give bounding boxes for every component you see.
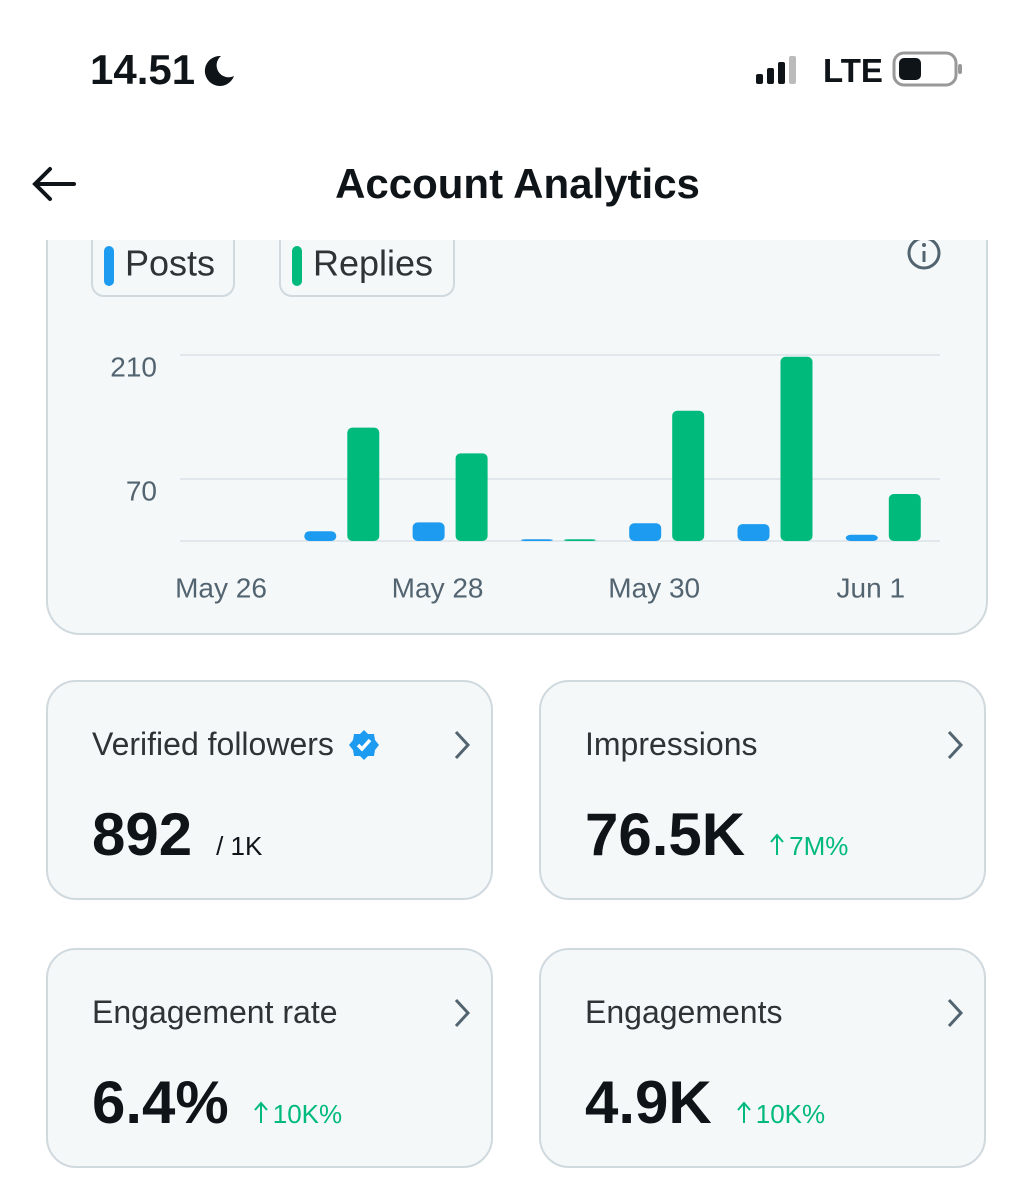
legend-label: Posts — [125, 243, 215, 284]
card-suffix: / 1K — [216, 831, 263, 861]
x-tick-label: May 30 — [608, 572, 700, 603]
chevron — [454, 730, 471, 760]
card-value: 4.9K — [585, 1069, 712, 1136]
signal-icon — [756, 56, 796, 84]
card-value: 892 — [92, 801, 193, 868]
bar — [672, 410, 705, 541]
bar — [629, 523, 662, 541]
card-change: 10K% — [755, 1099, 826, 1129]
card-title: Engagements — [585, 994, 783, 1030]
status-time: 14.51 — [90, 46, 196, 93]
chart: 70 210 Posts Replies May 26 May 28 May 30 Jun 1 — [91, 227, 941, 603]
bar — [845, 534, 878, 541]
status-time-wrap: 14.51 — [90, 46, 237, 94]
y-tick-label: 210 — [110, 351, 157, 382]
bar — [455, 453, 488, 541]
header: Account Analytics — [0, 120, 1035, 240]
up-arrow — [770, 833, 784, 855]
chevron — [454, 998, 471, 1028]
card-title-wrap: Verified followers — [92, 726, 380, 763]
verified-badge — [348, 729, 379, 760]
y-tick-label: 70 — [126, 475, 157, 506]
stat-card[interactable]: Engagements 4.9K 10K% — [539, 948, 986, 1168]
card-change-wrap: 10K% — [253, 1099, 342, 1130]
card-title: Engagement rate — [92, 994, 338, 1030]
chart-card — [46, 190, 988, 635]
card-value-wrap: 6.4% 10K% — [92, 1068, 342, 1137]
card-change-wrap: 10K% — [736, 1099, 825, 1130]
legend-swatch — [104, 246, 114, 286]
up-arrow — [736, 1101, 751, 1123]
info-icon-dot — [922, 243, 926, 247]
bar — [563, 539, 596, 541]
stat-card[interactable]: Verified followers 892 / 1K — [46, 680, 493, 900]
bar — [520, 539, 553, 541]
card-value: 76.5K — [585, 801, 746, 868]
x-tick-label: Jun 1 — [837, 572, 906, 603]
back-button[interactable] — [30, 164, 78, 204]
card-value-wrap: 76.5K 7M% — [585, 800, 848, 869]
bar — [304, 531, 337, 541]
up-arrow — [254, 1101, 268, 1123]
card-value: 6.4% — [92, 1069, 229, 1136]
bar — [347, 427, 380, 541]
legend-swatch — [292, 246, 302, 286]
chevron — [947, 730, 964, 760]
bar — [780, 356, 813, 541]
card-title: Impressions — [585, 726, 758, 762]
card-value-wrap: 4.9K 10K% — [585, 1068, 825, 1137]
page-title: Account Analytics — [335, 160, 700, 207]
bar — [888, 494, 921, 541]
bar — [412, 522, 445, 541]
card-change: 10K% — [272, 1099, 343, 1129]
moon-icon — [204, 55, 235, 86]
stat-card[interactable]: Impressions 76.5K 7M% — [539, 680, 986, 900]
stat-card[interactable]: Engagement rate 6.4% 10K% — [46, 948, 493, 1168]
x-tick-label: May 26 — [175, 572, 267, 603]
chevron — [947, 998, 964, 1028]
x-tick-label: May 28 — [392, 572, 484, 603]
card-value-wrap: 892 / 1K — [92, 800, 262, 869]
network: LTE — [823, 52, 883, 89]
card-change-wrap: 7M% — [769, 831, 848, 862]
bar — [737, 524, 770, 541]
card-change: 7M% — [789, 831, 849, 861]
battery-icon — [892, 51, 962, 87]
legend-label: Replies — [313, 243, 433, 284]
card-title: Verified followers — [92, 726, 334, 762]
